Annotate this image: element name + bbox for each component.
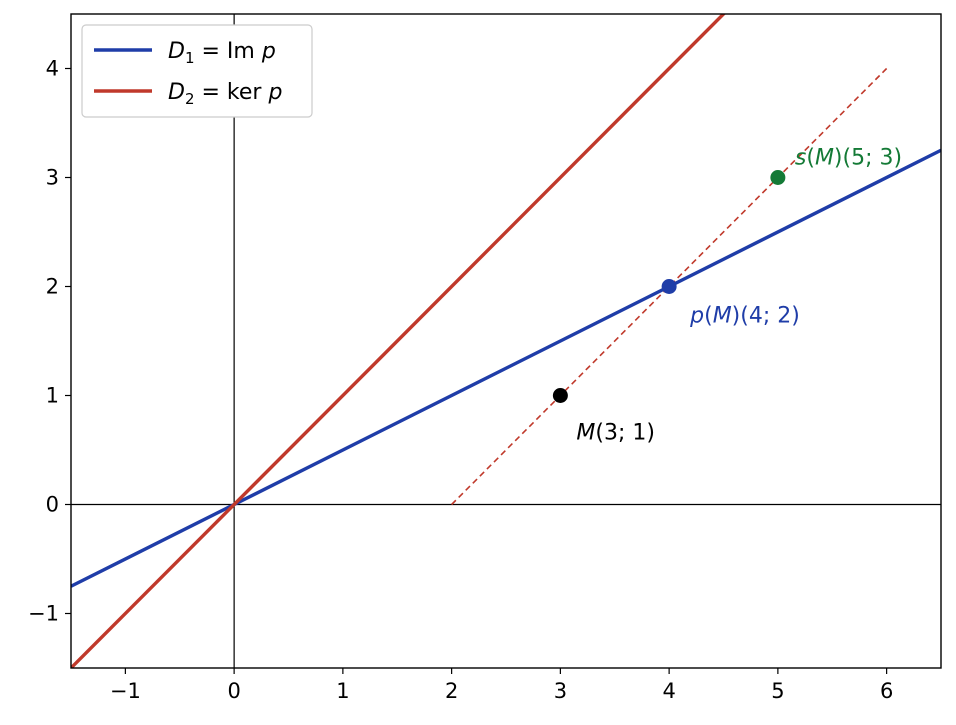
legend-label-var: p bbox=[267, 80, 282, 105]
data-point-2 bbox=[661, 279, 677, 294]
legend-box bbox=[81, 24, 313, 118]
x-tick-label: 4 bbox=[662, 679, 675, 703]
point-label-paren: ( bbox=[806, 146, 815, 171]
point-label-paren: ( bbox=[704, 304, 713, 329]
x-tick-label: 5 bbox=[771, 679, 784, 703]
plot-area bbox=[71, 14, 941, 668]
plot-background bbox=[71, 14, 941, 668]
y-tick-label: 3 bbox=[46, 166, 59, 190]
x-tick-label: −1 bbox=[110, 679, 141, 703]
point-label-2: p(M)(4; 2) bbox=[689, 304, 800, 329]
legend-label-eq: = ker bbox=[195, 80, 269, 105]
legend-label-eq: = Im bbox=[195, 39, 262, 64]
point-label-coords: )(5; 3) bbox=[834, 146, 902, 171]
point-label-arg: M bbox=[713, 304, 732, 329]
point-annotations: M(3; 1)p(M)(4; 2)s(M)(5; 3) bbox=[576, 146, 902, 446]
x-tick-label: 2 bbox=[445, 679, 458, 703]
data-point-3 bbox=[770, 170, 786, 185]
y-tick-label: 2 bbox=[46, 275, 59, 299]
y-tick-label: −1 bbox=[28, 602, 59, 626]
axis-ticks: −1 0 1 2 3 4 5 6 −1 0 1 2 3 4 bbox=[28, 57, 893, 704]
point-label-name: M bbox=[576, 421, 595, 446]
x-tick-label: 1 bbox=[336, 679, 349, 703]
x-tick-label: 3 bbox=[554, 679, 567, 703]
plot-frame bbox=[70, 13, 942, 669]
point-label-3: s(M)(5; 3) bbox=[795, 146, 902, 171]
point-label-arg: M bbox=[815, 146, 834, 171]
legend-label-d: D bbox=[168, 80, 185, 105]
y-tick-label: 4 bbox=[46, 57, 59, 81]
point-label-coords: )(4; 2) bbox=[732, 304, 800, 329]
point-label-name: s bbox=[795, 146, 806, 171]
legend-label-2: D2 = ker p bbox=[168, 80, 282, 108]
series-line-2 bbox=[71, 14, 726, 668]
data-point-1 bbox=[552, 388, 568, 403]
legend-label-1: D1 = Im p bbox=[168, 39, 276, 67]
legend: D1 = Im pD2 = ker p bbox=[81, 24, 313, 118]
legend-label-subscript: 1 bbox=[185, 49, 195, 67]
projection-dashed-line bbox=[451, 67, 888, 506]
point-label-1: M(3; 1) bbox=[576, 421, 655, 446]
x-tick-label: 0 bbox=[227, 679, 240, 703]
legend-label-subscript: 2 bbox=[185, 90, 195, 108]
point-label-name: p bbox=[689, 304, 704, 329]
series-line-1 bbox=[71, 148, 941, 588]
y-tick-label: 0 bbox=[46, 493, 59, 517]
y-tick-label: 1 bbox=[46, 384, 59, 408]
legend-label-var: p bbox=[261, 39, 276, 64]
x-tick-label: 6 bbox=[880, 679, 893, 703]
legend-label-d: D bbox=[168, 39, 185, 64]
point-label-coords: (3; 1) bbox=[595, 421, 655, 446]
